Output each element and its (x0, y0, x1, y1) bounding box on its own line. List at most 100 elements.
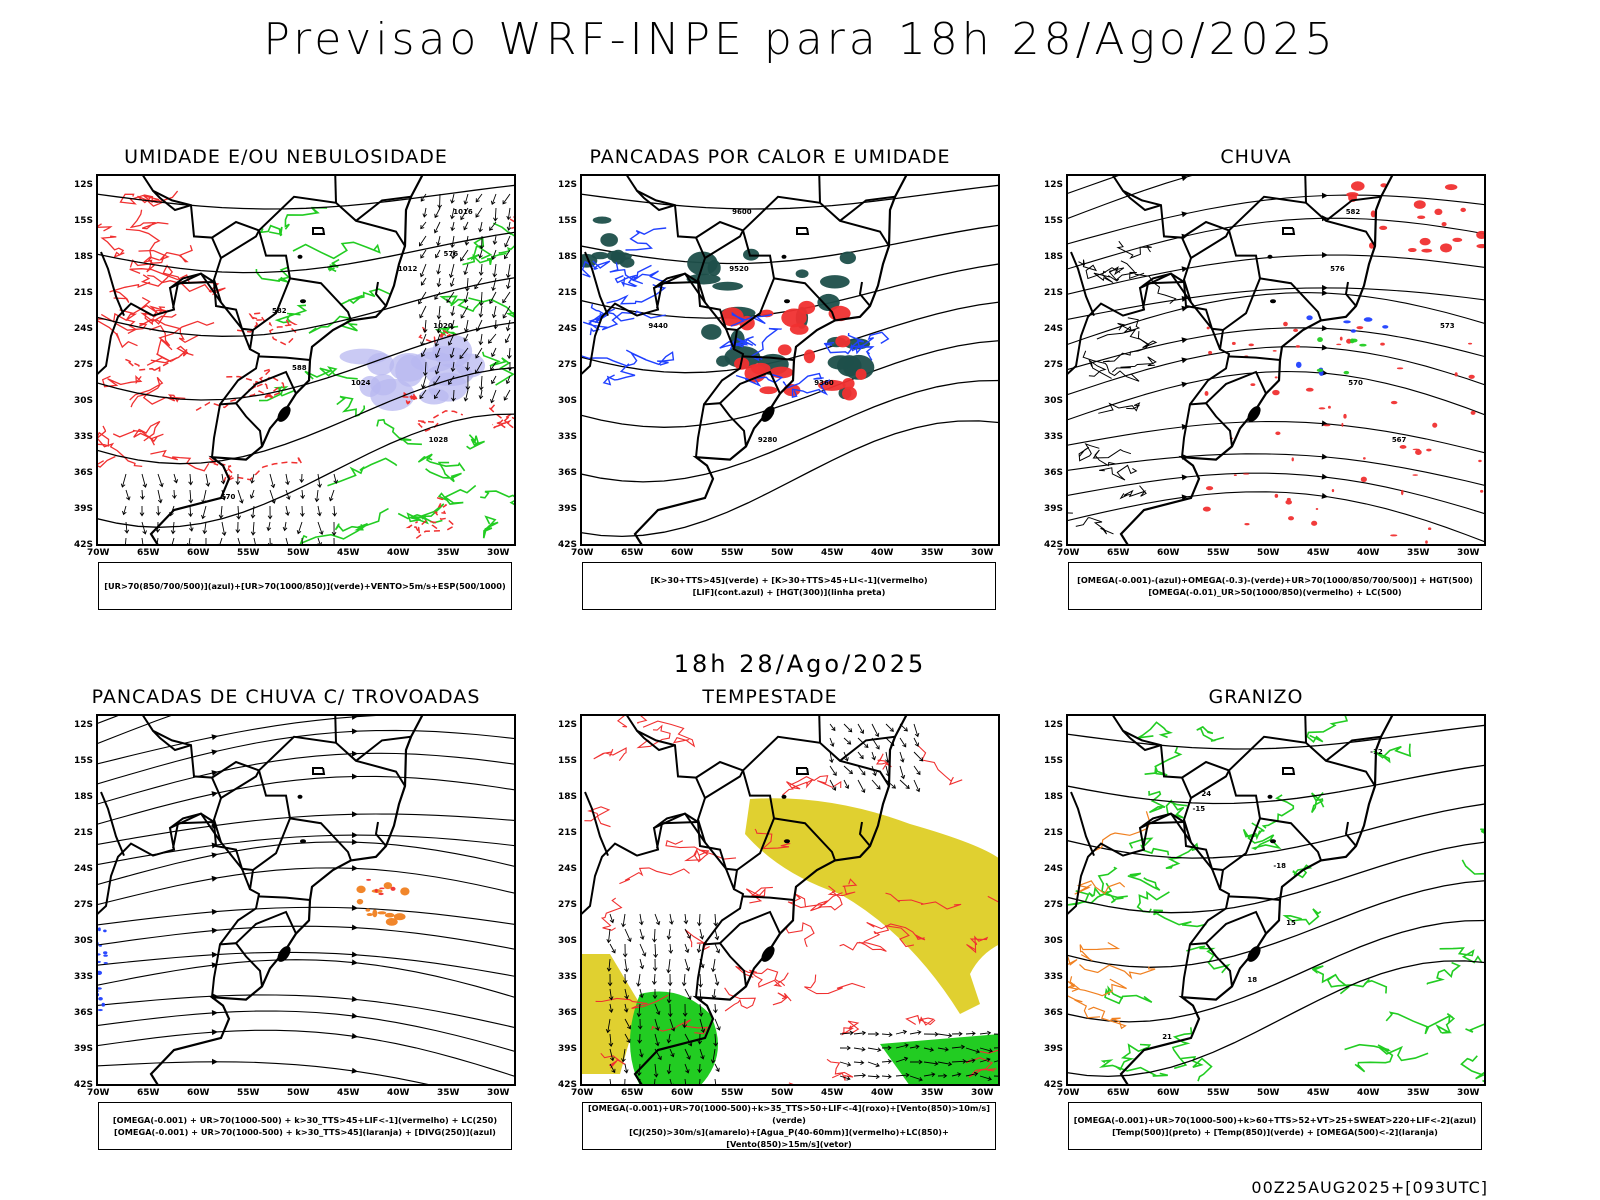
political-border (704, 769, 744, 799)
shade-cell (1331, 489, 1335, 493)
contour-line (327, 457, 398, 487)
wind-arrow (464, 235, 470, 246)
flow-arrow (1181, 357, 1188, 364)
wind-arrow (172, 489, 177, 500)
wind-arrow (249, 489, 255, 499)
shade-cell (592, 216, 612, 224)
wind-arrow (188, 489, 194, 504)
caption-line: [UR>70(850/700/500)](azul)+[UR>70(1000/8… (104, 581, 506, 591)
shade-cell (1415, 449, 1422, 455)
wind-arrow (491, 305, 497, 319)
shade-cell (1336, 343, 1342, 346)
contour-line (405, 519, 443, 539)
wind-arrow (450, 361, 456, 373)
lon-tick-label: 65W (621, 548, 644, 558)
contour-line (101, 374, 143, 388)
political-border (818, 714, 821, 743)
contour-value-labels: 582 576 573 570 567 (1330, 208, 1455, 444)
wind-arrow (913, 737, 920, 747)
wind-arrow (698, 973, 703, 988)
wind-arrow (923, 1031, 939, 1037)
contour-line (417, 410, 464, 432)
contour-line (1114, 1043, 1152, 1071)
lat-tick-label: 39S (1044, 504, 1064, 514)
flow-arrow (211, 1009, 218, 1016)
shade-cell (1434, 208, 1443, 216)
shade-cell (1317, 337, 1323, 343)
wind-arrow (698, 1003, 704, 1017)
lon-tick-label: 40W (1357, 548, 1380, 558)
political-border (169, 812, 251, 890)
shade-cell (606, 250, 622, 261)
lat-tick-label: 15S (558, 756, 578, 766)
contour-lines (1067, 714, 1486, 1084)
political-border (355, 735, 412, 762)
shade-cell (1441, 221, 1447, 227)
map-canvas: -12 -15 -18 15 18 21 24 (1066, 714, 1486, 1086)
map-frame (580, 714, 1000, 1086)
wind-arrow (420, 277, 427, 286)
panel-title: CHUVA (1220, 146, 1292, 168)
contour-value-label: 582 (1346, 208, 1361, 216)
wind-arrow (857, 765, 866, 776)
wind-arrow (450, 221, 456, 232)
lat-tick-label: 18S (74, 792, 94, 802)
caption-line: [K>30+TTS>45](verde) + [K>30+TTS>45+LI<-… (650, 575, 928, 585)
political-border (719, 910, 781, 944)
streamline (1066, 194, 1486, 245)
political-border (211, 402, 263, 458)
contour-value-label: 9440 (648, 322, 668, 330)
wind-arrow (609, 913, 615, 924)
wind-arrow (487, 333, 497, 344)
wind-arrow (460, 305, 469, 319)
wind-arrow (463, 319, 469, 333)
contour-line (258, 385, 295, 402)
wind-arrow (507, 361, 513, 372)
wind-arrow (317, 521, 324, 536)
caption-line: [CJ(250)>30m/s](amarelo)+[Agua_P(40-60mm… (629, 1127, 949, 1149)
lon-tick-label: 50W (771, 548, 794, 558)
wind-arrow (867, 1031, 880, 1037)
isolines (96, 184, 516, 528)
wind-arrow (881, 1045, 892, 1051)
shade-cell (1359, 343, 1367, 347)
wind-arrow (479, 235, 485, 250)
political-border (257, 895, 311, 901)
shade-cell (1231, 341, 1236, 346)
wind-arrow (328, 489, 335, 502)
wind-arrow (503, 249, 511, 260)
contour-line (581, 260, 611, 278)
wind-arrow (829, 751, 834, 764)
contour-line (119, 193, 160, 205)
isoline (580, 224, 1000, 265)
flow-arrow (211, 908, 218, 915)
contour-line (96, 455, 116, 468)
lat-tick-label: 33S (558, 432, 578, 442)
streamline (1066, 174, 1200, 220)
wind-arrow (606, 958, 612, 972)
map-canvas (96, 714, 516, 1086)
streamline (1066, 327, 1486, 371)
contour-line (417, 453, 466, 472)
lat-tick-label: 24S (1044, 324, 1064, 334)
lat-tick-label: 27S (1044, 900, 1064, 910)
wind-arrow (491, 347, 497, 358)
shade-cell (1243, 473, 1250, 475)
political-border (653, 812, 735, 890)
wind-arrow (666, 928, 672, 940)
contour-value-label: 576 (1330, 265, 1345, 273)
contour-line (1078, 259, 1121, 280)
shade-cell (716, 355, 731, 367)
wind-arrow (857, 751, 864, 760)
flow-arrow (1321, 420, 1328, 427)
contour-line (125, 228, 165, 264)
wind-arrow (463, 263, 469, 276)
wind-arrow (639, 1048, 644, 1058)
contour-line (1104, 985, 1153, 1005)
wind-vectors (839, 1029, 1000, 1082)
isoline (96, 413, 516, 528)
lake-mark (297, 254, 303, 259)
wind-arrow (489, 291, 497, 305)
wind-arrow (951, 1059, 967, 1064)
political-border (1304, 174, 1307, 203)
